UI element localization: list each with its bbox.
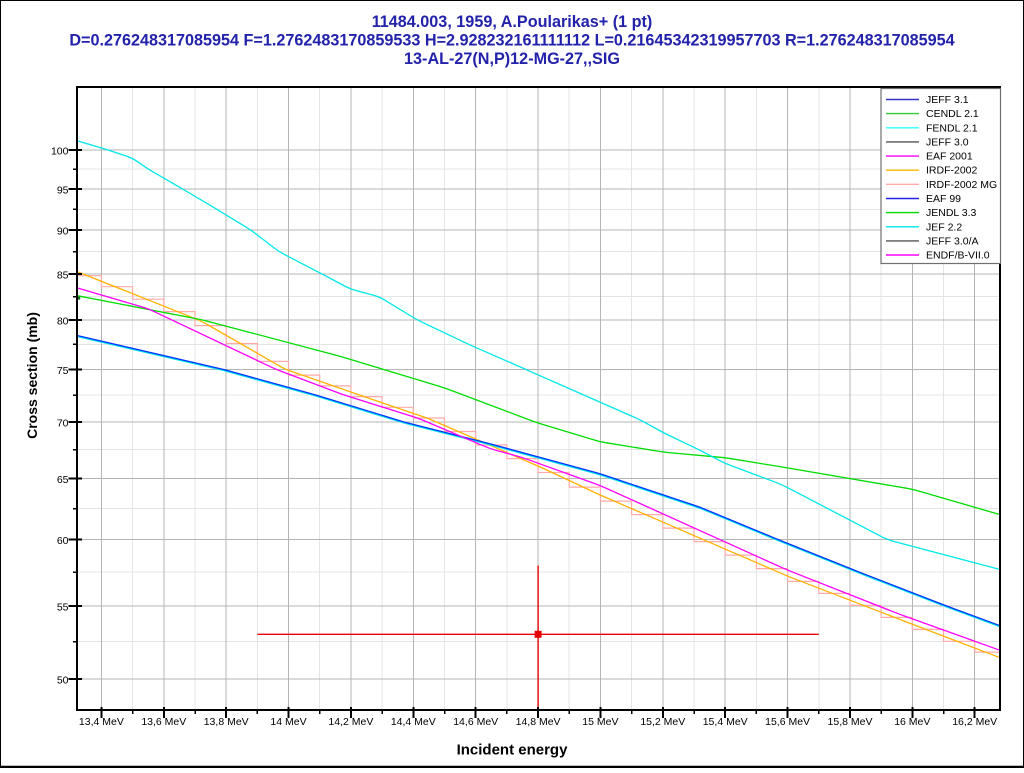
svg-text:55: 55 bbox=[57, 602, 69, 614]
svg-text:14,8 MeV: 14,8 MeV bbox=[516, 716, 561, 728]
svg-text:60: 60 bbox=[57, 535, 69, 547]
svg-text:14,2 MeV: 14,2 MeV bbox=[328, 716, 373, 728]
svg-text:11484.003, 1959, A.Poularikas+: 11484.003, 1959, A.Poularikas+ (1 pt) bbox=[372, 13, 653, 31]
svg-text:EAF 99: EAF 99 bbox=[926, 193, 961, 205]
svg-text:14 MeV: 14 MeV bbox=[270, 716, 306, 728]
svg-text:14,6 MeV: 14,6 MeV bbox=[453, 716, 498, 728]
svg-text:15 MeV: 15 MeV bbox=[582, 716, 618, 728]
svg-text:Cross section (mb): Cross section (mb) bbox=[24, 312, 40, 439]
svg-text:95: 95 bbox=[57, 184, 69, 196]
svg-text:15,8 MeV: 15,8 MeV bbox=[828, 716, 873, 728]
svg-text:13,6 MeV: 13,6 MeV bbox=[141, 716, 186, 728]
svg-text:85: 85 bbox=[57, 269, 69, 281]
svg-text:13-AL-27(N,P)12-MG-27,,SIG: 13-AL-27(N,P)12-MG-27,,SIG bbox=[404, 50, 620, 68]
svg-text:80: 80 bbox=[57, 316, 69, 328]
svg-text:ENDF/B-VII.0: ENDF/B-VII.0 bbox=[926, 250, 990, 262]
svg-text:16,2 MeV: 16,2 MeV bbox=[952, 716, 997, 728]
svg-text:EAF 2001: EAF 2001 bbox=[926, 151, 973, 163]
svg-text:90: 90 bbox=[57, 226, 69, 238]
svg-text:JEFF 3.0: JEFF 3.0 bbox=[926, 136, 969, 148]
svg-text:D=0.276248317085954 F=1.276248: D=0.276248317085954 F=1.2762483170859533… bbox=[69, 32, 954, 50]
svg-text:Incident energy: Incident energy bbox=[457, 742, 569, 759]
svg-text:15,2 MeV: 15,2 MeV bbox=[640, 716, 685, 728]
svg-text:70: 70 bbox=[57, 418, 69, 430]
svg-text:50: 50 bbox=[57, 674, 69, 686]
svg-text:15,6 MeV: 15,6 MeV bbox=[765, 716, 810, 728]
svg-text:JEF 2.2: JEF 2.2 bbox=[926, 221, 962, 233]
svg-text:IRDF-2002: IRDF-2002 bbox=[926, 165, 978, 177]
svg-text:FENDL 2.1: FENDL 2.1 bbox=[926, 122, 978, 134]
svg-text:JEFF 3.1: JEFF 3.1 bbox=[926, 94, 969, 106]
svg-text:14,4 MeV: 14,4 MeV bbox=[391, 716, 436, 728]
svg-text:JEFF 3.0/A: JEFF 3.0/A bbox=[926, 235, 979, 247]
svg-text:75: 75 bbox=[57, 365, 69, 377]
svg-text:IRDF-2002 MG: IRDF-2002 MG bbox=[926, 179, 997, 191]
svg-text:100: 100 bbox=[51, 145, 69, 157]
svg-text:JENDL 3.3: JENDL 3.3 bbox=[926, 207, 977, 219]
svg-text:15,4 MeV: 15,4 MeV bbox=[703, 716, 748, 728]
svg-text:13,8 MeV: 13,8 MeV bbox=[204, 716, 249, 728]
svg-text:65: 65 bbox=[57, 474, 69, 486]
svg-text:16 MeV: 16 MeV bbox=[894, 716, 930, 728]
svg-text:13,4 MeV: 13,4 MeV bbox=[79, 716, 124, 728]
svg-text:CENDL 2.1: CENDL 2.1 bbox=[926, 108, 979, 120]
